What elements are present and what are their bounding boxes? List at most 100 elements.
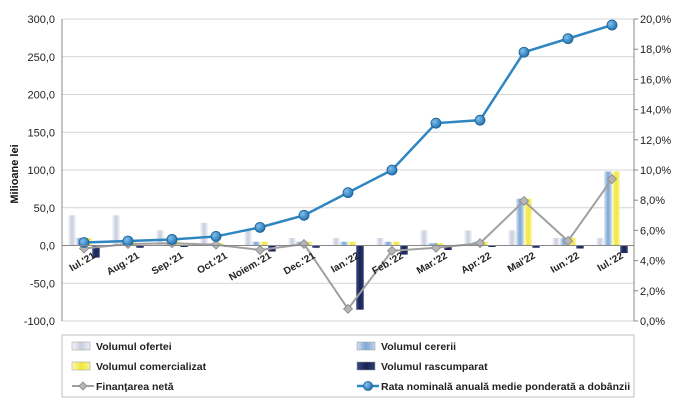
legend-label: Finanţarea netă <box>96 381 174 393</box>
legend-swatch <box>71 341 91 351</box>
y-tick-label: 150,0 <box>27 127 55 139</box>
point-rata-dobanzii <box>474 114 486 126</box>
y-tick-label: -50,0 <box>30 278 55 290</box>
x-tick-label: Noiem.'21 <box>227 250 273 283</box>
legend-swatch <box>71 361 91 371</box>
legend-label: Volumul cererii <box>381 341 456 353</box>
legend: Volumul ofertei Volumul cererii Volumul co… <box>61 334 635 398</box>
x-tick-label: Mar.'22 <box>415 250 450 277</box>
y2-tick-label: 16,0% <box>640 74 671 86</box>
point-rata-dobanzii <box>386 164 398 176</box>
bar-volumul-ofertei <box>376 237 384 246</box>
point-rata-dobanzii <box>78 237 90 248</box>
legend-swatch-marker <box>363 381 373 391</box>
bar-volumul-cererii <box>340 241 348 246</box>
bar-volumul-ofertei <box>596 237 604 246</box>
point-rata-dobanzii <box>430 117 442 129</box>
point-finantarea-neta <box>342 303 354 314</box>
point-finantarea-neta <box>254 244 266 256</box>
bar-volumul-ofertei <box>112 215 120 246</box>
point-finantarea-neta <box>210 239 222 250</box>
axes-layer: 300,0 250,0 200,0 150,0 100,0 50,0 0,0 -50,0 -10… <box>24 14 672 328</box>
x-tick-label: Aug.'21 <box>105 250 142 278</box>
point-rata-dobanzii <box>166 234 178 245</box>
bar-volumul-ofertei <box>552 237 560 246</box>
x-tick-label: Dec.'21 <box>282 250 318 277</box>
x-tick-label: Iul.'22 <box>596 250 626 274</box>
point-rata-dobanzii <box>254 221 266 233</box>
bar-volumul-ofertei <box>288 237 296 246</box>
legend-frame <box>61 334 635 398</box>
y-tick-label: 300,0 <box>27 14 55 26</box>
bar-volumul-comercializat <box>348 241 356 246</box>
y-tick-label: 200,0 <box>27 90 55 102</box>
bar-volumul-cererii <box>604 171 612 246</box>
y2-tick-label: 12,0% <box>640 135 671 147</box>
bar-volumul-rascumparat <box>444 245 452 251</box>
y2-tick-label: 18,0% <box>640 44 671 56</box>
y-tick-label: -100,0 <box>24 316 55 328</box>
x-tick-label: Apr.'22 <box>459 250 493 276</box>
y-tick-label: 50,0 <box>34 203 55 215</box>
lines-layer <box>78 19 618 314</box>
point-finantarea-neta <box>606 173 618 185</box>
bar-volumul-comercializat <box>260 241 268 246</box>
bar-volumul-cererii <box>516 198 524 246</box>
legend-swatch <box>356 341 376 351</box>
y2-tick-label: 8,0% <box>640 195 665 207</box>
x-tick-label: Mai'22 <box>506 250 538 275</box>
legend-swatch-marker <box>78 381 88 391</box>
point-rata-dobanzii <box>342 187 354 199</box>
y2-tick-label: 20,0% <box>640 14 671 26</box>
bar-volumul-rascumparat <box>312 245 320 248</box>
point-rata-dobanzii <box>298 209 310 221</box>
bar-volumul-rascumparat <box>576 245 584 249</box>
bar-volumul-comercializat <box>392 241 400 246</box>
bar-volumul-ofertei <box>508 230 516 246</box>
bar-volumul-cererii <box>428 243 436 246</box>
bar-volumul-rascumparat <box>136 245 144 248</box>
bar-volumul-cererii <box>384 241 392 246</box>
legend-label: Volumul ofertei <box>96 341 172 353</box>
point-finantarea-neta <box>518 195 530 207</box>
point-rata-dobanzii <box>562 33 574 45</box>
y-tick-label: 100,0 <box>27 165 55 177</box>
legend-label: Volumul comercializat <box>96 361 207 373</box>
x-tick-label: Oct.'21 <box>195 250 229 276</box>
y2-tick-label: 0,0% <box>640 316 665 328</box>
bar-volumul-rascumparat <box>488 245 496 248</box>
bar-volumul-ofertei <box>200 222 208 246</box>
bar-volumul-rascumparat <box>620 245 628 254</box>
bar-volumul-rascumparat <box>92 245 100 258</box>
y2-tick-label: 4,0% <box>640 256 665 268</box>
legend-label: Rata nominală anuală medie ponderată a d… <box>381 381 630 393</box>
bar-volumul-ofertei <box>156 230 164 246</box>
y2-tick-label: 2,0% <box>640 286 665 298</box>
x-tick-label: Iun.'22 <box>549 250 582 275</box>
bar-volumul-ofertei <box>332 237 340 246</box>
y2-tick-label: 6,0% <box>640 225 665 237</box>
y-tick-label: 250,0 <box>27 52 55 64</box>
point-rata-dobanzii <box>606 19 618 31</box>
line-finantarea-neta <box>83 178 613 311</box>
bar-volumul-rascumparat <box>356 245 364 310</box>
bar-volumul-rascumparat <box>180 245 188 248</box>
y2-tick-label: 14,0% <box>640 105 671 117</box>
y-axis-label: Milioane lei <box>9 144 21 203</box>
gridlines <box>62 18 634 322</box>
bar-volumul-ofertei <box>464 230 472 246</box>
y-tick-label: 0,0 <box>40 241 55 253</box>
x-tick-label: Sep.'21 <box>150 250 186 277</box>
bar-volumul-rascumparat <box>532 245 540 248</box>
bar-volumul-cererii <box>252 241 260 246</box>
bar-volumul-ofertei <box>68 215 76 246</box>
point-rata-dobanzii <box>122 235 134 247</box>
bar-volumul-ofertei <box>420 230 428 246</box>
point-rata-dobanzii <box>518 46 530 58</box>
y2-tick-label: 10,0% <box>640 165 671 177</box>
point-finantarea-neta <box>386 245 398 256</box>
bar-volumul-ofertei <box>244 230 252 246</box>
bar-volumul-comercializat <box>436 243 444 246</box>
x-tick-label: Iul.'21 <box>68 250 98 274</box>
